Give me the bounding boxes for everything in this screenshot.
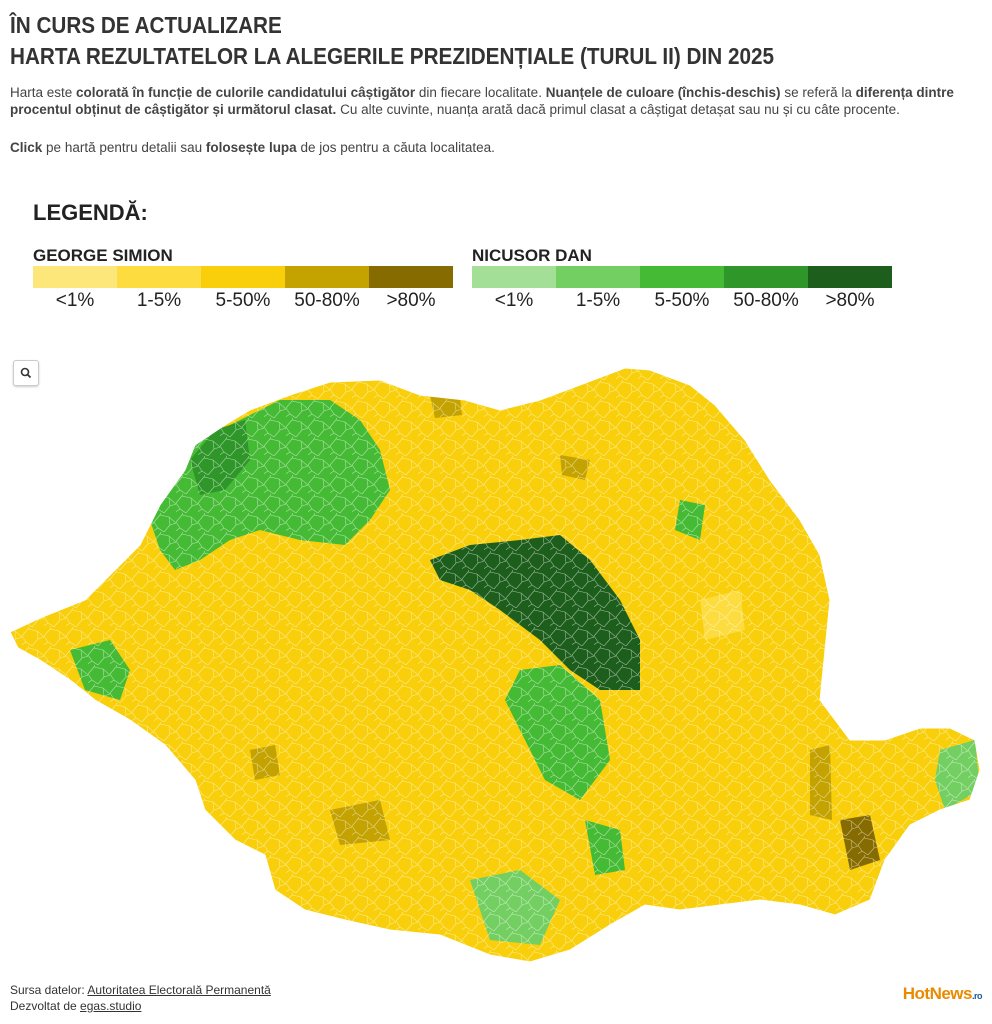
legend-swatch xyxy=(369,266,453,288)
developer-link[interactable]: egas.studio xyxy=(80,999,142,1013)
text: din fiecare localitate. xyxy=(418,85,542,100)
legend-swatch xyxy=(808,266,892,288)
text: pe hartă pentru detalii sau xyxy=(46,140,203,155)
legend-swatch xyxy=(724,266,808,288)
text: Sursa datelor: xyxy=(10,983,85,997)
search-icon xyxy=(20,367,32,379)
legend-swatch xyxy=(556,266,640,288)
legend-label: 50-80% xyxy=(733,290,799,311)
legend-group: NICUSOR DAN <1% 1-5% 5-50% 50-80% >80% xyxy=(472,246,892,312)
title-line: HARTA REZULTATELOR LA ALEGERILE PREZIDEN… xyxy=(10,43,775,69)
legend-label: <1% xyxy=(494,290,534,311)
locality-borders xyxy=(10,368,980,962)
developer: Dezvoltat de egas.studio xyxy=(10,998,271,1014)
map[interactable] xyxy=(0,350,992,975)
text-bold: folosește lupa xyxy=(205,140,297,155)
legend-group-name: NICUSOR DAN xyxy=(472,246,592,265)
map-regions xyxy=(10,368,980,962)
text-bold: Nuanțele de culoare (închis-deschis) xyxy=(545,85,781,100)
title-line: ÎN CURS DE ACTUALIZARE xyxy=(10,12,282,38)
logo-text: HotNews xyxy=(902,984,973,1003)
legend-label: 5-50% xyxy=(215,290,271,311)
logo: HotNews.ro xyxy=(902,984,983,1004)
legend-label: 1-5% xyxy=(136,290,182,311)
text: de jos pentru a căuta localitatea. xyxy=(300,140,495,155)
legend-bar xyxy=(33,266,453,288)
footer: Sursa datelor: Autoritatea Electorală Pe… xyxy=(10,982,271,1014)
search-button[interactable] xyxy=(13,360,39,386)
text-bold: Click xyxy=(10,140,43,155)
text: se referă la xyxy=(784,85,852,100)
text: Dezvoltat de xyxy=(10,999,77,1013)
legend-label: >80% xyxy=(825,290,875,311)
intro-paragraph: Click pe hartă pentru detalii sau folose… xyxy=(10,139,960,156)
legend-swatch xyxy=(33,266,117,288)
legend-swatch xyxy=(640,266,724,288)
legend-group-name: GEORGE SIMION xyxy=(33,246,173,265)
legend-swatch xyxy=(285,266,369,288)
legend-swatch xyxy=(472,266,556,288)
legend-label: >80% xyxy=(386,290,436,311)
legend-swatch xyxy=(117,266,201,288)
text-bold: colorată în funcție de culorile candidat… xyxy=(76,85,416,100)
legend-labels: <1% 1-5% 5-50% 50-80% >80% xyxy=(33,290,453,312)
text: Harta este xyxy=(10,85,73,100)
legend-label: 50-80% xyxy=(294,290,360,311)
text: Cu alte cuvinte, nuanța arată dacă primu… xyxy=(340,102,900,117)
logo-suffix: .ro xyxy=(971,991,983,1001)
legend-bar xyxy=(472,266,892,288)
title: ÎN CURS DE ACTUALIZARE HARTA REZULTATELO… xyxy=(10,10,774,72)
legend-label: 5-50% xyxy=(654,290,710,311)
intro: Harta este colorată în funcție de culori… xyxy=(10,84,960,177)
source: Sursa datelor: Autoritatea Electorală Pe… xyxy=(10,982,271,998)
source-link[interactable]: Autoritatea Electorală Permanentă xyxy=(87,983,271,997)
legend-labels: <1% 1-5% 5-50% 50-80% >80% xyxy=(472,290,892,312)
legend-group: GEORGE SIMION <1% 1-5% 5-50% 50-80% >80% xyxy=(33,246,453,312)
legend-label: <1% xyxy=(55,290,95,311)
legend-swatch xyxy=(201,266,285,288)
legend-label: 1-5% xyxy=(575,290,621,311)
text-bold: diferența dintre procentul obținut de câ… xyxy=(10,85,954,117)
legend-title: LEGENDĂ: xyxy=(33,200,148,225)
intro-paragraph: Harta este colorată în funcție de culori… xyxy=(10,84,960,118)
